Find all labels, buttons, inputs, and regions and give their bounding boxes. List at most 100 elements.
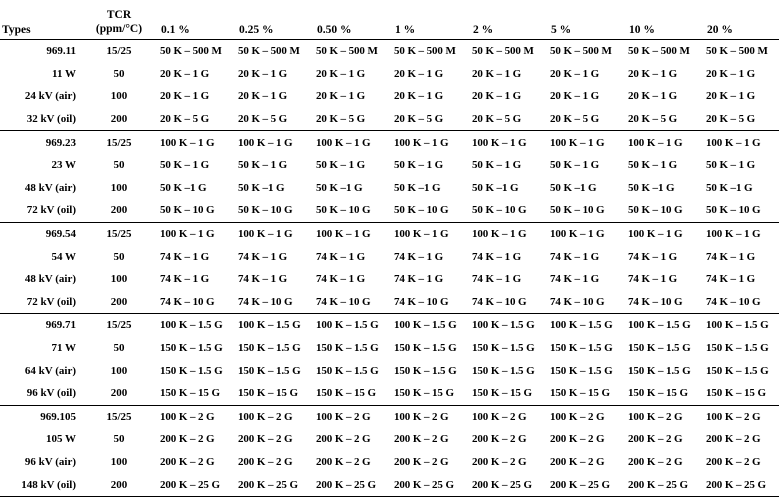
cell-range: 150 K – 15 G (550, 387, 610, 400)
cell-range: 150 K – 1.5 G (394, 364, 457, 377)
cell-range: 100 K – 2 G (704, 404, 779, 429)
cell-type: 969.11 (0, 38, 80, 63)
cell-tcr: 100 (110, 364, 128, 377)
cell-range: 20 K – 5 G (316, 113, 366, 126)
cell-range: 20 K – 5 G (238, 113, 288, 126)
cell-range: 100 K – 1 G (548, 221, 626, 246)
table-row: 969.11 15/25 50 K – 500 M 50 K – 500 M 50 K … (0, 38, 779, 63)
cell-range: 50 K – 1 G (706, 159, 756, 172)
cell-range: 50 K – 500 M (314, 38, 392, 63)
cell-range: 74 K – 1 G (472, 273, 522, 286)
cell-range: 20 K – 5 G (472, 113, 522, 126)
cell-range: 50 K – 500 M (236, 38, 314, 63)
cell-range: 50 K –1 G (394, 181, 441, 194)
cell-range: 50 K – 500 M (158, 38, 236, 63)
cell-range: 200 K – 2 G (628, 433, 683, 446)
cell-range: 100 K – 1.5 G (314, 313, 392, 337)
cell-range: 74 K – 1 G (394, 250, 444, 263)
cell-range: 50 K – 10 G (238, 204, 293, 217)
cell-tcr: 50 (113, 67, 125, 80)
cell-range: 50 K – 1 G (316, 159, 366, 172)
table-row: 96 kV (air) 100 200 K – 2 G 200 K – 2 G 200 … (0, 451, 779, 474)
cell-range: 100 K – 2 G (626, 404, 704, 429)
cell-range: 20 K – 5 G (160, 113, 210, 126)
header-tolerance: 0.25 % (239, 24, 274, 36)
cell-range: 100 K – 1.5 G (626, 313, 704, 337)
cell-range: 20 K – 1 G (472, 67, 522, 80)
cell-range: 74 K – 1 G (160, 273, 210, 286)
cell-range: 50 K –1 G (628, 181, 675, 194)
cell-range: 100 K – 1.5 G (548, 313, 626, 337)
cell-range: 150 K – 15 G (706, 387, 766, 400)
cell-range: 200 K – 25 G (158, 473, 236, 497)
cell-range: 74 K – 1 G (238, 250, 288, 263)
table-row: 54 W 50 74 K – 1 G 74 K – 1 G 74 K – 1 G 74 K… (0, 245, 779, 268)
cell-type: 72 kV (oil) (26, 295, 76, 308)
cell-range: 200 K – 2 G (394, 433, 449, 446)
cell-range: 20 K – 1 G (628, 67, 678, 80)
cell-range: 150 K – 1.5 G (550, 342, 613, 355)
cell-type: 48 kV (air) (24, 181, 76, 194)
cell-range: 200 K – 25 G (548, 473, 626, 497)
cell-range: 74 K – 10 G (472, 295, 527, 308)
cell-range: 20 K – 1 G (160, 90, 210, 103)
table-row: 72 kV (oil) 200 74 K – 10 G 74 K – 10 G 74 K… (0, 291, 779, 314)
cell-type: 969.105 (0, 404, 80, 429)
cell-type: 64 kV (air) (24, 364, 76, 377)
cell-range: 50 K –1 G (706, 181, 753, 194)
cell-range: 200 K – 2 G (316, 433, 371, 446)
table-row: 969.105 15/25 100 K – 2 G 100 K – 2 G 100 K … (0, 404, 779, 429)
cell-range: 50 K – 1 G (394, 159, 444, 172)
header-tcr-line1: TCR (106, 9, 132, 21)
cell-range: 200 K – 2 G (550, 455, 605, 468)
cell-range: 50 K –1 G (550, 181, 597, 194)
cell-type: 96 kV (air) (24, 455, 76, 468)
cell-range: 74 K – 1 G (706, 273, 756, 286)
cell-range: 200 K – 25 G (626, 473, 704, 497)
cell-range: 150 K – 1.5 G (706, 364, 769, 377)
table-row: 64 kV (air) 100 150 K – 1.5 G 150 K – 1.5 G… (0, 359, 779, 382)
cell-type: 105 W (45, 433, 76, 446)
cell-range: 50 K – 1 G (238, 159, 288, 172)
cell-range: 20 K – 1 G (238, 67, 288, 80)
table-row: 105 W 50 200 K – 2 G 200 K – 2 G 200 K – 2 G… (0, 428, 779, 451)
cell-range: 100 K – 1 G (626, 130, 704, 154)
cell-range: 50 K – 10 G (628, 204, 683, 217)
cell-range: 100 K – 2 G (314, 404, 392, 429)
cell-tcr: 50 (113, 250, 125, 263)
cell-range: 100 K – 1 G (158, 221, 236, 246)
cell-range: 100 K – 2 G (470, 404, 548, 429)
cell-range: 50 K – 10 G (706, 204, 761, 217)
table-row: 24 kV (air) 100 20 K – 1 G 20 K – 1 G 20 K –… (0, 85, 779, 108)
cell-range: 150 K – 1.5 G (706, 342, 769, 355)
header-tolerance: 2 % (473, 24, 494, 36)
cell-range: 74 K – 1 G (472, 250, 522, 263)
cell-range: 50 K – 10 G (160, 204, 215, 217)
cell-range: 20 K – 1 G (706, 67, 756, 80)
cell-range: 50 K – 1 G (160, 159, 210, 172)
cell-range: 200 K – 2 G (706, 433, 761, 446)
cell-range: 200 K – 25 G (704, 473, 779, 497)
cell-tcr: 200 (110, 113, 128, 126)
table-row: 32 kV (oil) 200 20 K – 5 G 20 K – 5 G 20 K –… (0, 108, 779, 131)
cell-range: 200 K – 2 G (160, 455, 215, 468)
cell-tcr: 100 (110, 455, 128, 468)
table-row: 969.54 15/25 100 K – 1 G 100 K – 1 G 100 K –… (0, 221, 779, 246)
cell-range: 20 K – 1 G (550, 90, 600, 103)
cell-range: 74 K – 1 G (238, 273, 288, 286)
cell-range: 150 K – 1.5 G (472, 364, 535, 377)
cell-range: 150 K – 15 G (238, 387, 298, 400)
cell-range: 150 K – 1.5 G (316, 364, 379, 377)
cell-range: 50 K – 500 M (704, 38, 779, 63)
header-tolerance: 20 % (707, 24, 733, 36)
cell-range: 50 K – 10 G (472, 204, 527, 217)
cell-range: 74 K – 1 G (550, 250, 600, 263)
cell-tcr: 15/25 (80, 404, 158, 429)
cell-range: 74 K – 1 G (394, 273, 444, 286)
cell-range: 100 K – 1.5 G (236, 313, 314, 337)
cell-range: 74 K – 10 G (706, 295, 761, 308)
cell-range: 100 K – 2 G (548, 404, 626, 429)
cell-tcr: 100 (110, 181, 128, 194)
cell-range: 100 K – 2 G (392, 404, 470, 429)
cell-range: 200 K – 2 G (550, 433, 605, 446)
